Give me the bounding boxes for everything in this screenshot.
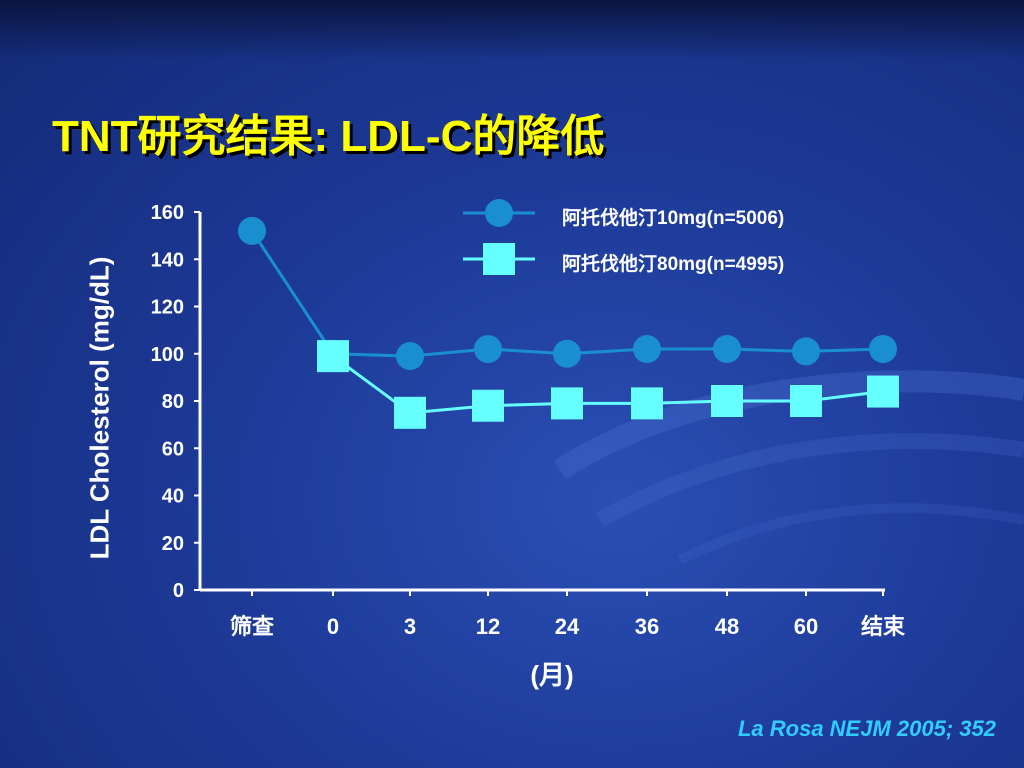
data-point-circle [474,335,502,364]
legend-label-80mg: 阿托伐他汀80mg(n=4995) [562,254,785,275]
citation: La Rosa NEJM 2005; 352 [737,716,996,741]
x-tick-label: 60 [794,614,818,639]
y-tick-label: 120 [151,297,184,319]
data-point-circle [553,339,581,368]
data-point-circle [396,342,424,371]
y-tick-label: 0 [173,580,184,602]
x-tick-label: 0 [327,614,339,639]
y-tick-label: 140 [151,249,184,271]
x-tick-label: 24 [555,614,580,639]
legend-label-10mg: 阿托伐他汀10mg(n=5006) [562,208,785,229]
y-tick-label: 80 [162,391,184,413]
x-tick-label: 筛查 [230,614,274,639]
data-point-square [472,389,504,422]
data-point-square [867,375,899,408]
data-point-circle [792,337,820,366]
x-tick-label: 结束 [861,614,906,639]
data-point-square [790,385,822,417]
x-tick-label: 12 [476,614,500,639]
legend-marker-circle [485,199,513,227]
y-tick-label: 40 [162,486,184,508]
data-point-square [551,387,583,420]
data-point-square [394,396,426,429]
y-tick-label: 160 [151,202,184,224]
data-point-square [711,385,743,417]
data-point-circle [633,335,661,364]
data-point-circle [869,335,897,364]
y-tick-label: 100 [151,344,184,366]
data-point-circle [713,335,741,364]
data-point-circle [238,216,266,245]
top-band [0,0,1024,60]
slide-title: TNT研究结果: LDL-C的降低 [52,112,605,161]
x-tick-label: 36 [635,614,659,639]
legend-marker-square [483,243,515,275]
data-point-square [631,387,663,420]
x-tick-label: 48 [715,614,739,639]
x-axis-title: (月) [530,660,574,690]
y-tick-label: 20 [162,533,184,555]
series-line-1 [250,230,884,358]
data-point-square [317,340,349,373]
y-tick-label: 60 [162,438,184,460]
x-tick-label: 3 [404,614,416,639]
